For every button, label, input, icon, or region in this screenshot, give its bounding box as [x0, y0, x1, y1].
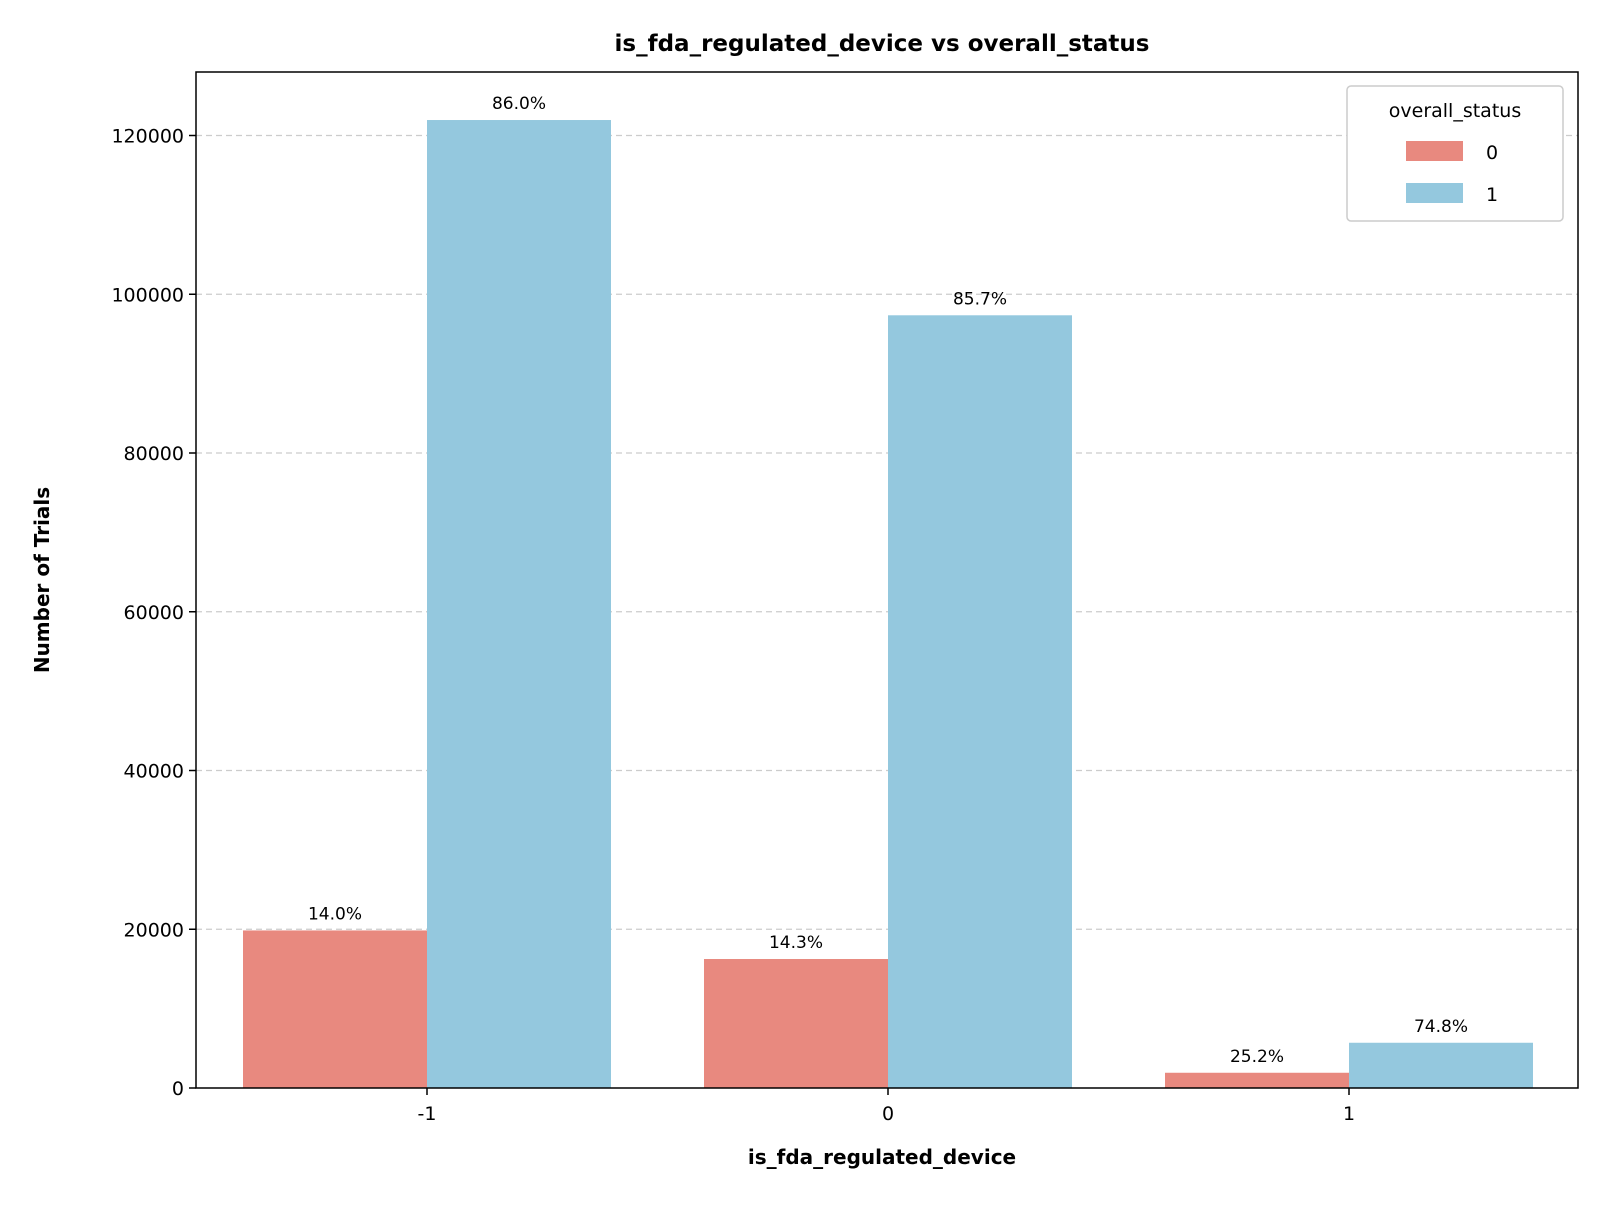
- legend-label-status-1: 1: [1486, 184, 1498, 206]
- data-label-device-1-status-1: 74.8%: [1414, 1017, 1468, 1037]
- bar-device-1-status-1: [1349, 1042, 1533, 1088]
- data-labels: 14.0% 86.0% 14.3% 85.7% 25.2% 74.8%: [308, 94, 1468, 1067]
- y-tick-label: 120000: [111, 126, 184, 148]
- chart-title: is_fda_regulated_device vs overall_statu…: [615, 31, 1150, 57]
- bars: [243, 120, 1533, 1089]
- legend: overall_status 0 1: [1346, 85, 1564, 222]
- bar-device--1-status-1: [427, 120, 611, 1089]
- legend-label-status-0: 0: [1486, 142, 1498, 164]
- y-tick-label: 40000: [124, 761, 184, 783]
- bar-device-0-status-1: [888, 315, 1072, 1088]
- x-axis-label: is_fda_regulated_device: [748, 1145, 1016, 1169]
- data-label-device--1-status-0: 14.0%: [308, 904, 362, 924]
- data-label-device-0-status-1: 85.7%: [953, 289, 1007, 309]
- y-axis-label: Number of Trials: [30, 487, 54, 673]
- plot-frame: [195, 71, 1579, 1089]
- gridlines: [196, 134, 1578, 930]
- data-label-device--1-status-1: 86.0%: [492, 94, 546, 114]
- y-tick-label: 20000: [124, 919, 184, 941]
- x-tick-label: 0: [882, 1103, 894, 1125]
- data-label-device-1-status-0: 25.2%: [1230, 1047, 1284, 1067]
- y-tick-label: 100000: [111, 284, 184, 306]
- legend-title: overall_status: [1389, 100, 1521, 122]
- legend-swatch-status-0: [1406, 141, 1463, 161]
- x-tick-label: 1: [1343, 1103, 1355, 1125]
- y-axis-ticks: 0 20000 40000 60000 80000 100000 120000: [111, 126, 196, 1100]
- legend-swatch-status-1: [1406, 183, 1463, 203]
- x-axis-ticks: -1 0 1: [418, 1088, 1355, 1125]
- bar-device-0-status-0: [704, 959, 888, 1088]
- bar-device--1-status-0: [243, 930, 427, 1088]
- data-label-device-0-status-0: 14.3%: [769, 933, 823, 953]
- y-tick-label: 0: [172, 1078, 184, 1100]
- y-tick-label: 80000: [124, 443, 184, 465]
- y-tick-label: 60000: [124, 602, 184, 624]
- bar-device-1-status-0: [1165, 1072, 1349, 1088]
- x-tick-label: -1: [418, 1103, 437, 1125]
